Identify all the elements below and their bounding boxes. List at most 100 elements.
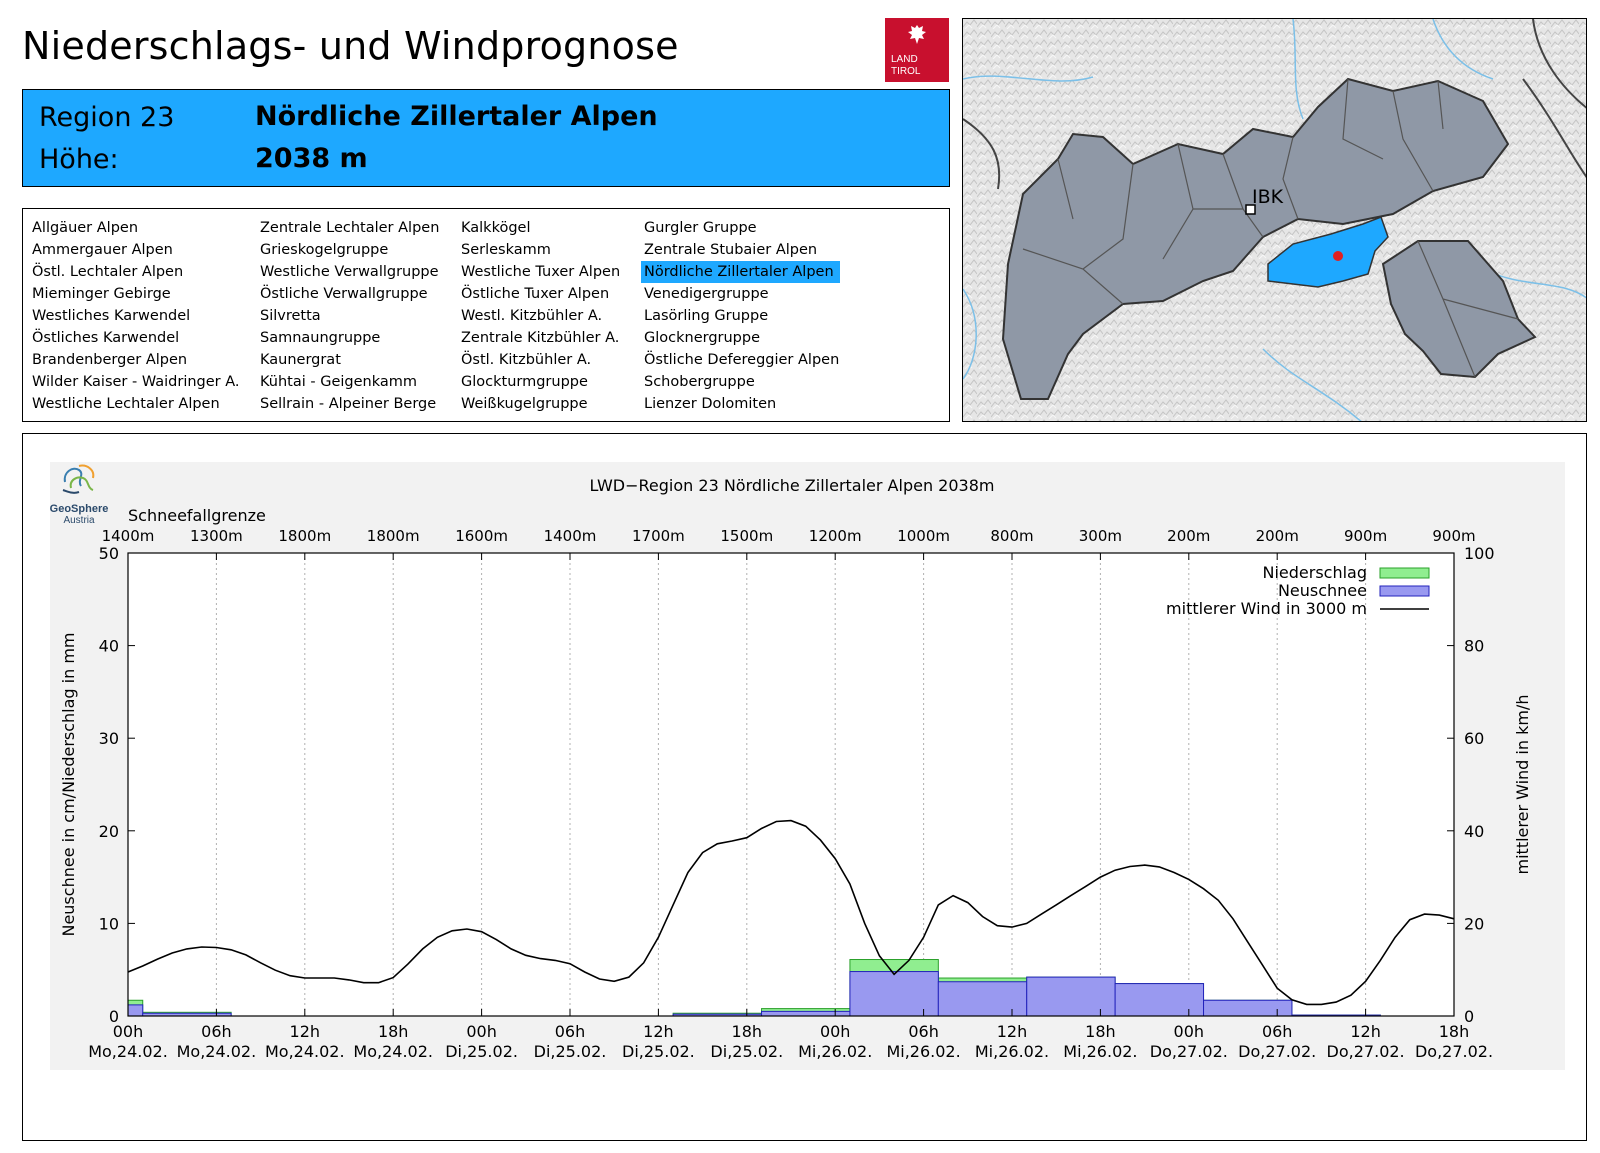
height-label: Höhe: [39, 144, 119, 175]
x-tick-date: Mo,24.02. [88, 1042, 168, 1061]
region-list-item[interactable]: Venedigergruppe [644, 286, 769, 302]
snowline-value: 1400m [544, 527, 597, 545]
chart-frame [22, 433, 1587, 1141]
region-list-item[interactable]: Brandenberger Alpen [32, 352, 188, 368]
x-tick-date: Mi,26.02. [975, 1042, 1049, 1061]
region-list-item[interactable]: Schobergruppe [644, 374, 755, 390]
region-list-item[interactable]: Sellrain - Alpeiner Berge [260, 396, 437, 412]
neuschnee-bar [761, 1010, 851, 1017]
tirol-east [1381, 240, 1537, 379]
snowline-value: 1800m [367, 527, 420, 545]
x-tick-date: Do,27.02. [1415, 1042, 1493, 1061]
region-list-item[interactable]: Westliches Karwendel [32, 308, 191, 324]
region-list-item[interactable]: Kühtai - Geigenkamm [260, 374, 417, 390]
region-list-item[interactable]: Westliche Lechtaler Alpen [32, 396, 220, 412]
x-tick-date: Mo,24.02. [265, 1042, 345, 1061]
region-list-item[interactable]: Mieminger Gebirge [32, 286, 171, 302]
regions-list: Allgäuer Alpen Ammergauer Alpen Östl. Lech… [22, 208, 950, 422]
region-list-item[interactable]: Wilder Kaiser - Waidringer A. [32, 374, 240, 390]
region-list-item-selected[interactable]: Nördliche Zillertaler Alpen [641, 261, 840, 283]
x-tick-time: 06h [555, 1022, 586, 1041]
region-list-item[interactable]: Zentrale Stubaier Alpen [644, 242, 818, 258]
axes: 00hMo,24.02.06hMo,24.02.12hMo,24.02.18hM… [59, 544, 1532, 1061]
region-list-item[interactable]: Zentrale Lechtaler Alpen [260, 220, 440, 236]
region-list-item[interactable]: Östliche Tuxer Alpen [461, 286, 610, 302]
region-list-item[interactable]: Östliche Verwallgruppe [260, 286, 428, 302]
page-title: Niederschlags- und Windprognose [22, 24, 679, 68]
region-list-item[interactable]: Westliche Tuxer Alpen [461, 264, 621, 280]
regions-column-2: Zentrale Lechtaler Alpen Grieskogelgruppe… [257, 217, 445, 415]
x-tick-time: 00h [1174, 1022, 1205, 1041]
x-tick-date: Mi,26.02. [886, 1042, 960, 1061]
y-right-tick-label: 20 [1464, 914, 1484, 933]
x-tick-time: 18h [1439, 1022, 1470, 1041]
x-tick-time: 12h [1350, 1022, 1381, 1041]
region-list-item[interactable]: Allgäuer Alpen [32, 220, 139, 236]
logo-text-land: LAND [891, 54, 918, 65]
y-left-tick-label: 0 [109, 1007, 119, 1026]
brand-sub: Austria [63, 515, 95, 526]
region-list-item[interactable]: Östliches Karwendel [32, 330, 180, 346]
legend-swatch [1379, 585, 1430, 597]
region-list-item[interactable]: Kaunergrat [260, 352, 341, 368]
legend-label: mittlerer Wind in 3000 m [1166, 599, 1367, 618]
geosphere-logo: GeoSphere Austria [48, 462, 110, 526]
region-list-item[interactable]: Westliche Verwallgruppe [260, 264, 439, 280]
grid [215, 553, 1367, 1016]
x-tick-time: 06h [908, 1022, 939, 1041]
neuschnee-bar [1026, 976, 1116, 1017]
snowline-value: 900m [1344, 527, 1387, 545]
geosphere-icon [62, 464, 95, 494]
snowline-value: 1200m [809, 527, 862, 545]
region-list-item[interactable]: Östl. Kitzbühler A. [461, 352, 592, 368]
region-list-item[interactable]: Östliche Defereggier Alpen [644, 352, 840, 368]
neuschnee-bar [849, 971, 939, 1017]
y-right-tick-label: 80 [1464, 637, 1484, 656]
regions-column-4: Gurgler Gruppe Zentrale Stubaier Alpen Nör… [641, 217, 845, 415]
region-list-item[interactable]: Westl. Kitzbühler A. [461, 308, 603, 324]
y-left-axis-label: Neuschnee in cm/Niederschlag in mm [59, 632, 78, 936]
logo-text-tirol: TIROL [891, 66, 921, 77]
snowline-value: 1500m [720, 527, 773, 545]
region-list-item[interactable]: Samnaungruppe [260, 330, 381, 346]
region-list-item[interactable]: Weißkugelgruppe [461, 396, 588, 412]
y-right-tick-label: 0 [1464, 1007, 1474, 1026]
snowline-value: 800m [990, 527, 1033, 545]
region-name: Nördliche Zillertaler Alpen [255, 101, 658, 132]
snowline-value: 1300m [190, 527, 243, 545]
city-marker [1245, 204, 1256, 215]
x-tick-date: Do,27.02. [1327, 1042, 1405, 1061]
snowline-value: 1600m [455, 527, 508, 545]
region-list-item[interactable]: Serleskamm [461, 242, 551, 258]
region-list-item[interactable]: Lienzer Dolomiten [644, 396, 777, 412]
x-tick-time: 18h [1085, 1022, 1116, 1041]
x-tick-time: 18h [378, 1022, 409, 1041]
legend-swatch [1379, 567, 1430, 579]
x-tick-date: Di,25.02. [534, 1042, 607, 1061]
region-list-item[interactable]: Zentrale Kitzbühler A. [461, 330, 620, 346]
region-list-item[interactable]: Glockturmgruppe [461, 374, 588, 390]
y-left-tick-label: 10 [99, 914, 119, 933]
region-map: IBK [962, 18, 1587, 422]
snowline-value: 1400m [102, 527, 155, 545]
region-list-item[interactable]: Kalkkögel [461, 220, 531, 236]
region-list-item[interactable]: Glocknergruppe [644, 330, 761, 346]
snowline-value: 1800m [278, 527, 331, 545]
region-list-item[interactable]: Ammergauer Alpen [32, 242, 173, 258]
neuschnee-bar [1114, 983, 1205, 1017]
x-tick-time: 00h [820, 1022, 851, 1041]
region-list-item[interactable]: Silvretta [260, 308, 321, 324]
region-list-item[interactable]: Lasörling Gruppe [644, 308, 769, 324]
region-list-item[interactable]: Gurgler Gruppe [644, 220, 757, 236]
y-left-tick-label: 30 [99, 729, 119, 748]
x-tick-date: Mi,26.02. [1063, 1042, 1137, 1061]
neuschnee-bar [937, 981, 1028, 1017]
snowline-value: 200m [1256, 527, 1299, 545]
y-left-tick-label: 40 [99, 637, 119, 656]
height-value: 2038 m [255, 143, 368, 174]
region-list-item[interactable]: Grieskogelgruppe [260, 242, 389, 258]
region-list-item[interactable]: Östl. Lechtaler Alpen [32, 264, 184, 280]
x-tick-date: Mo,24.02. [177, 1042, 257, 1061]
y-right-axis-label: mittlerer Wind in km/h [1513, 695, 1532, 875]
